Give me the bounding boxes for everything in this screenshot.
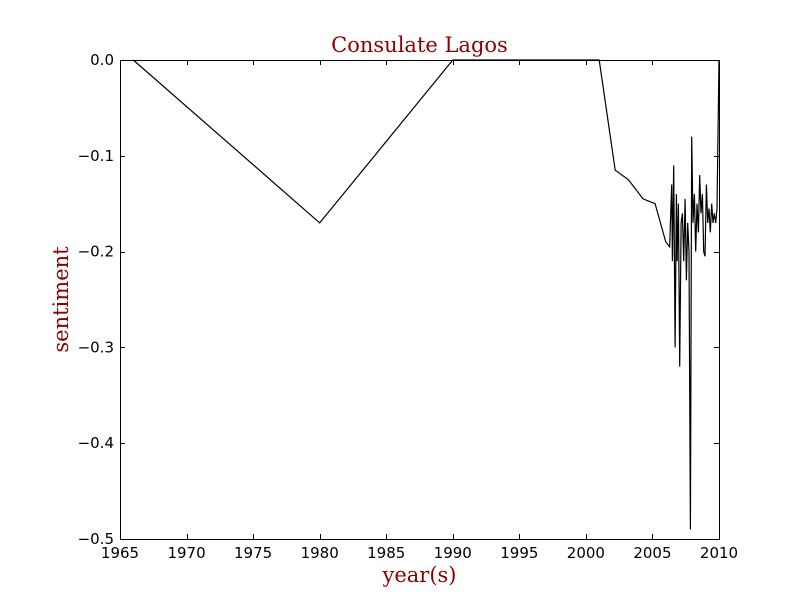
x-axis-label: year(s) [381,563,456,587]
y-axis-label: sentiment [49,246,73,353]
x-axis-ticks: 1965 1970 1975 1980 1985 1990 1995 2000 2005 2010 [101,60,738,562]
y-tick-label: −0.5 [78,530,114,548]
x-tick-label: 1995 [500,544,538,562]
y-tick-label: −0.2 [78,243,114,261]
x-tick-label: 2010 [700,544,738,562]
y-axis-ticks: 0.0 −0.1 −0.2 −0.3 −0.4 −0.5 [78,51,719,548]
y-tick-label: 0.0 [90,51,114,69]
plot-frame [120,60,720,540]
x-tick-label: 2000 [567,544,605,562]
x-tick-label: 1965 [101,544,139,562]
x-tick-label: 1980 [301,544,339,562]
x-tick-label: 2005 [633,544,671,562]
chart-title: Consulate Lagos [331,33,508,57]
x-tick-label: 1970 [167,544,205,562]
y-tick-label: −0.3 [78,338,114,356]
y-tick-label: −0.1 [78,147,114,165]
x-tick-label: 1985 [367,544,405,562]
x-tick-label: 1975 [234,544,272,562]
y-tick-label: −0.4 [78,434,114,452]
series-group [132,59,720,530]
sentiment-line [132,59,720,530]
x-tick-label: 1990 [434,544,472,562]
